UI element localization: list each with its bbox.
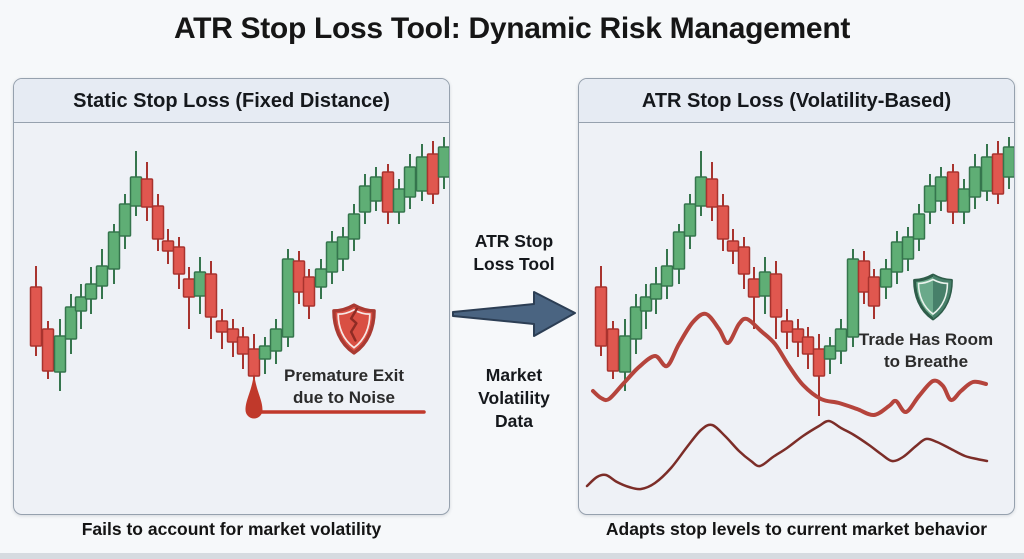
center-column: ATR Stop Loss Tool Market Volatility Dat…	[450, 78, 578, 515]
broken-shield-icon	[332, 303, 376, 355]
atr-stop-loss-chart	[585, 137, 1014, 491]
atr-panel-caption: Adapts stop levels to current market beh…	[605, 519, 988, 539]
bottom-edge-strip	[0, 553, 1024, 559]
atr-tool-label: ATR Stop Loss Tool	[473, 231, 555, 274]
page-title: ATR Stop Loss Tool: Dynamic Risk Managem…	[173, 12, 851, 45]
market-volatility-label: Market Volatility Data	[478, 365, 550, 431]
static-stop-loss-panel: Static Stop Loss (Fixed Distance) Premat…	[13, 78, 450, 515]
transform-arrow	[450, 283, 578, 345]
green-shield-icon	[913, 273, 953, 321]
right-arrow-icon	[452, 291, 576, 337]
atr-panel-header: ATR Stop Loss (Volatility-Based)	[579, 79, 1014, 123]
static-stop-loss-chart	[29, 137, 449, 419]
static-panel-caption: Fails to account for market volatility	[81, 519, 382, 539]
premature-exit-annotation: Premature Exit due to Noise	[284, 366, 404, 408]
atr-stop-loss-panel: ATR Stop Loss (Volatility-Based) Trade H…	[578, 78, 1015, 515]
room-to-breathe-annotation: Trade Has Room to Breathe	[858, 330, 994, 372]
static-panel-header: Static Stop Loss (Fixed Distance)	[14, 79, 449, 123]
